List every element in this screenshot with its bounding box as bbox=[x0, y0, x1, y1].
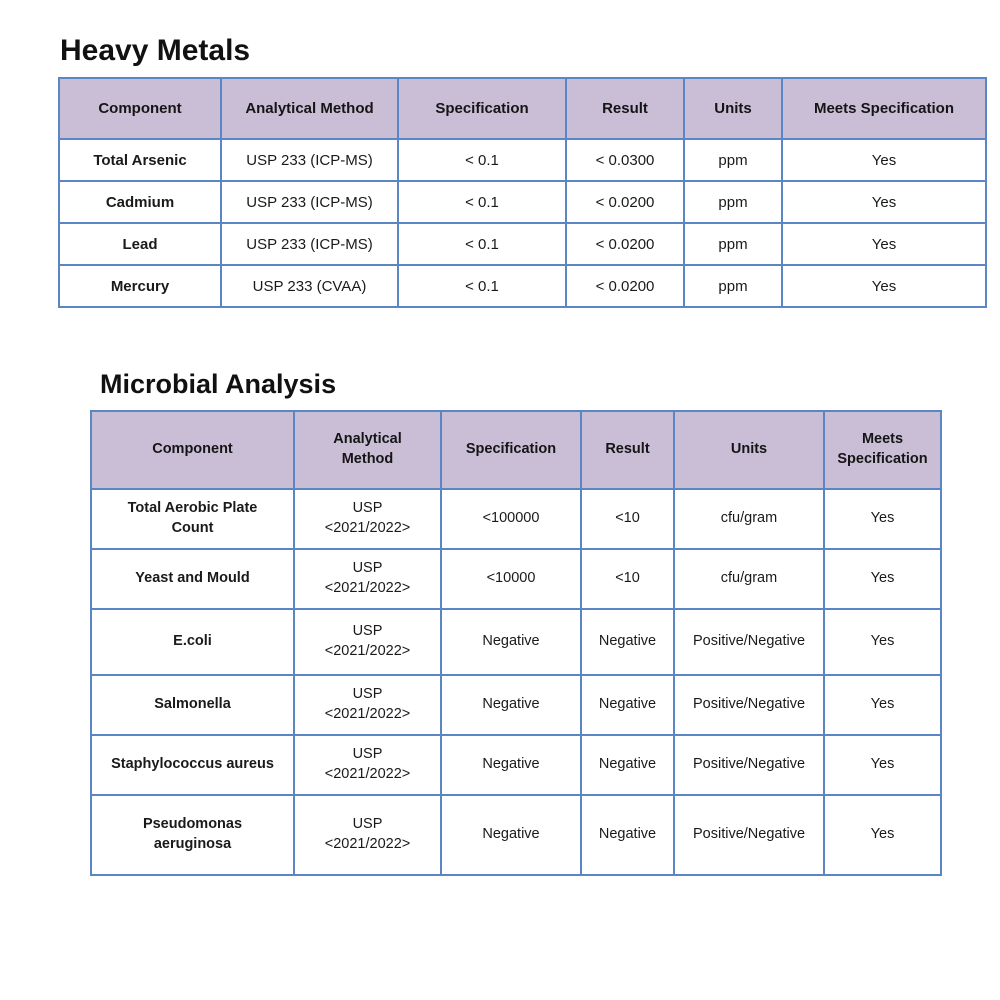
data-cell: Yes bbox=[781, 222, 987, 266]
header-cell-result: Result bbox=[565, 77, 685, 140]
component-cell: Pseudomonas aeruginosa bbox=[90, 793, 295, 876]
data-cell: Negative bbox=[580, 793, 675, 876]
header-cell-meets-specification: Meets Specification bbox=[781, 77, 987, 140]
data-cell: Yes bbox=[823, 793, 942, 876]
data-cell: Yes bbox=[823, 733, 942, 796]
header-cell-component: Component bbox=[58, 77, 222, 140]
component-cell: Total Arsenic bbox=[58, 138, 222, 182]
table-row: Pseudomonas aeruginosa USP <2021/2022> Neg… bbox=[90, 793, 942, 876]
data-cell: Yes bbox=[781, 180, 987, 224]
data-cell: < 0.0200 bbox=[565, 222, 685, 266]
data-cell: <10 bbox=[580, 547, 675, 610]
data-cell: USP <2021/2022> bbox=[293, 487, 442, 550]
table-row: Total Arsenic USP 233 (ICP-MS) < 0.1 < 0.03… bbox=[58, 138, 987, 182]
table-body: Total Aerobic Plate Count USP <2021/2022>… bbox=[90, 487, 942, 876]
table-row: Yeast and Mould USP <2021/2022> <10000 <10 c… bbox=[90, 547, 942, 610]
data-cell: Yes bbox=[823, 487, 942, 550]
data-cell: < 0.1 bbox=[397, 180, 567, 224]
table-row: Lead USP 233 (ICP-MS) < 0.1 < 0.0200 ppm Yes bbox=[58, 222, 987, 266]
data-cell: ppm bbox=[683, 138, 783, 182]
component-cell: E.coli bbox=[90, 607, 295, 676]
microbial-analysis-title: Microbial Analysis bbox=[100, 369, 337, 399]
data-cell: Yes bbox=[823, 607, 942, 676]
component-cell: Total Aerobic Plate Count bbox=[90, 487, 295, 550]
data-cell: USP <2021/2022> bbox=[293, 607, 442, 676]
data-cell: USP 233 (ICP-MS) bbox=[220, 180, 399, 224]
heavy-metals-table: Component Analytical Method Specification R… bbox=[58, 77, 987, 308]
data-cell: Positive/Negative bbox=[673, 607, 825, 676]
data-cell: < 0.0200 bbox=[565, 180, 685, 224]
header-cell-meets-specification: Meets Specification bbox=[823, 409, 942, 490]
data-cell: Yes bbox=[781, 264, 987, 308]
component-cell: Mercury bbox=[58, 264, 222, 308]
component-cell: Salmonella bbox=[90, 673, 295, 736]
data-cell: Positive/Negative bbox=[673, 673, 825, 736]
data-cell: Negative bbox=[580, 673, 675, 736]
header-cell-units: Units bbox=[683, 77, 783, 140]
header-cell-units: Units bbox=[673, 409, 825, 490]
header-cell-specification: Specification bbox=[397, 77, 567, 140]
table-row: Mercury USP 233 (CVAA) < 0.1 < 0.0200 ppm Yes bbox=[58, 264, 987, 308]
table-row: Staphylococcus aureus USP <2021/2022> Nega… bbox=[90, 733, 942, 796]
data-cell: ppm bbox=[683, 264, 783, 308]
component-cell: Yeast and Mould bbox=[90, 547, 295, 610]
table-row: Cadmium USP 233 (ICP-MS) < 0.1 < 0.0200 ppm Y… bbox=[58, 180, 987, 224]
data-cell: Negative bbox=[440, 607, 582, 676]
microbial-analysis-table: Component Analytical Method Specification R… bbox=[90, 409, 942, 876]
component-cell: Lead bbox=[58, 222, 222, 266]
data-cell: Yes bbox=[781, 138, 987, 182]
data-cell: Positive/Negative bbox=[673, 733, 825, 796]
header-cell-specification: Specification bbox=[440, 409, 582, 490]
component-cell: Cadmium bbox=[58, 180, 222, 224]
data-cell: USP 233 (ICP-MS) bbox=[220, 222, 399, 266]
data-cell: Yes bbox=[823, 547, 942, 610]
header-cell-component: Component bbox=[90, 409, 295, 490]
data-cell: < 0.1 bbox=[397, 138, 567, 182]
header-cell-analytical-method: Analytical Method bbox=[220, 77, 399, 140]
data-cell: cfu/gram bbox=[673, 547, 825, 610]
data-cell: Negative bbox=[580, 607, 675, 676]
heavy-metals-title: Heavy Metals bbox=[60, 34, 251, 67]
data-cell: < 0.1 bbox=[397, 264, 567, 308]
data-cell: USP <2021/2022> bbox=[293, 733, 442, 796]
heavy-metals-section: Heavy Metals Component Analytical Method S… bbox=[58, 0, 1000, 308]
data-cell: USP <2021/2022> bbox=[293, 673, 442, 736]
data-cell: cfu/gram bbox=[673, 487, 825, 550]
data-cell: USP <2021/2022> bbox=[293, 547, 442, 610]
header-cell-result: Result bbox=[580, 409, 675, 490]
table-row: E.coli USP <2021/2022> Negative Negative Pos… bbox=[90, 607, 942, 676]
data-cell: <100000 bbox=[440, 487, 582, 550]
data-cell: < 0.0300 bbox=[565, 138, 685, 182]
data-cell: <10 bbox=[580, 487, 675, 550]
data-cell: Negative bbox=[440, 733, 582, 796]
data-cell: USP 233 (ICP-MS) bbox=[220, 138, 399, 182]
data-cell: ppm bbox=[683, 180, 783, 224]
data-cell: < 0.1 bbox=[397, 222, 567, 266]
component-cell: Staphylococcus aureus bbox=[90, 733, 295, 796]
data-cell: Positive/Negative bbox=[673, 793, 825, 876]
data-cell: ppm bbox=[683, 222, 783, 266]
table-row: Total Aerobic Plate Count USP <2021/2022>… bbox=[90, 487, 942, 550]
data-cell: Negative bbox=[440, 673, 582, 736]
data-cell: Negative bbox=[440, 793, 582, 876]
data-cell: <10000 bbox=[440, 547, 582, 610]
data-cell: USP <2021/2022> bbox=[293, 793, 442, 876]
header-row: Component Analytical Method Specification R… bbox=[90, 409, 942, 490]
data-cell: < 0.0200 bbox=[565, 264, 685, 308]
header-row: Component Analytical Method Specification R… bbox=[58, 77, 987, 140]
table-body: Total Arsenic USP 233 (ICP-MS) < 0.1 < 0.03… bbox=[58, 138, 987, 308]
data-cell: Yes bbox=[823, 673, 942, 736]
table-row: Salmonella USP <2021/2022> Negative Negativ… bbox=[90, 673, 942, 736]
header-cell-analytical-method: Analytical Method bbox=[293, 409, 442, 490]
data-cell: Negative bbox=[580, 733, 675, 796]
microbial-analysis-section: Microbial Analysis Component Analytical M… bbox=[90, 369, 1000, 876]
data-cell: USP 233 (CVAA) bbox=[220, 264, 399, 308]
